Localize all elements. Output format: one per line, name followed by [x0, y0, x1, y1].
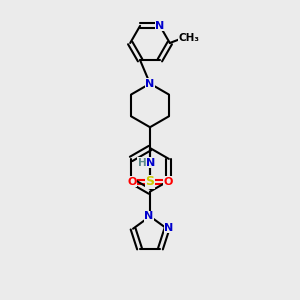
Text: O: O	[163, 177, 172, 187]
Text: S: S	[146, 175, 154, 188]
Text: N: N	[146, 158, 156, 168]
Text: N: N	[164, 223, 174, 233]
Text: N: N	[146, 79, 154, 88]
Text: N: N	[155, 21, 164, 31]
Text: O: O	[128, 177, 137, 187]
Text: H: H	[138, 158, 146, 168]
Text: CH₃: CH₃	[178, 33, 199, 43]
Text: N: N	[144, 212, 154, 221]
